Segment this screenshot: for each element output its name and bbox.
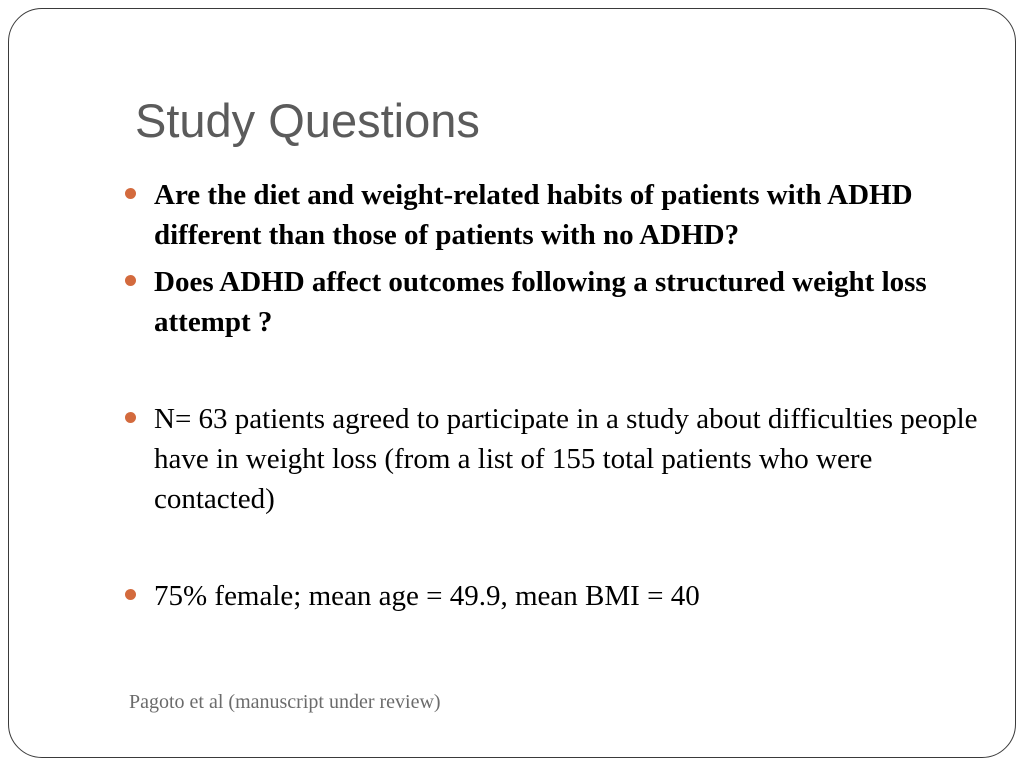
bullet-text: Are the diet and weight-related habits o…: [154, 179, 913, 251]
bullet-item: N= 63 patients agreed to participate in …: [125, 399, 989, 519]
bullet-text: N= 63 patients agreed to participate in …: [154, 403, 978, 515]
bullet-dot-icon: [125, 188, 136, 199]
bullet-item: 75% female; mean age = 49.9, mean BMI = …: [125, 576, 989, 616]
slide-title: Study Questions: [135, 94, 480, 147]
bullet-text: 75% female; mean age = 49.9, mean BMI = …: [154, 580, 700, 612]
bullet-dot-icon: [125, 275, 136, 286]
citation-footnote: Pagoto et al (manuscript under review): [129, 691, 441, 713]
bullet-text: Does ADHD affect outcomes following a st…: [154, 266, 927, 338]
bullet-dot-icon: [125, 589, 136, 600]
bullet-list: Are the diet and weight-related habits o…: [125, 175, 989, 616]
bullet-item: Are the diet and weight-related habits o…: [125, 175, 989, 255]
bullet-dot-icon: [125, 412, 136, 423]
slide-frame: Study Questions Are the diet and weight-…: [8, 8, 1016, 758]
bullet-item: Does ADHD affect outcomes following a st…: [125, 262, 989, 342]
